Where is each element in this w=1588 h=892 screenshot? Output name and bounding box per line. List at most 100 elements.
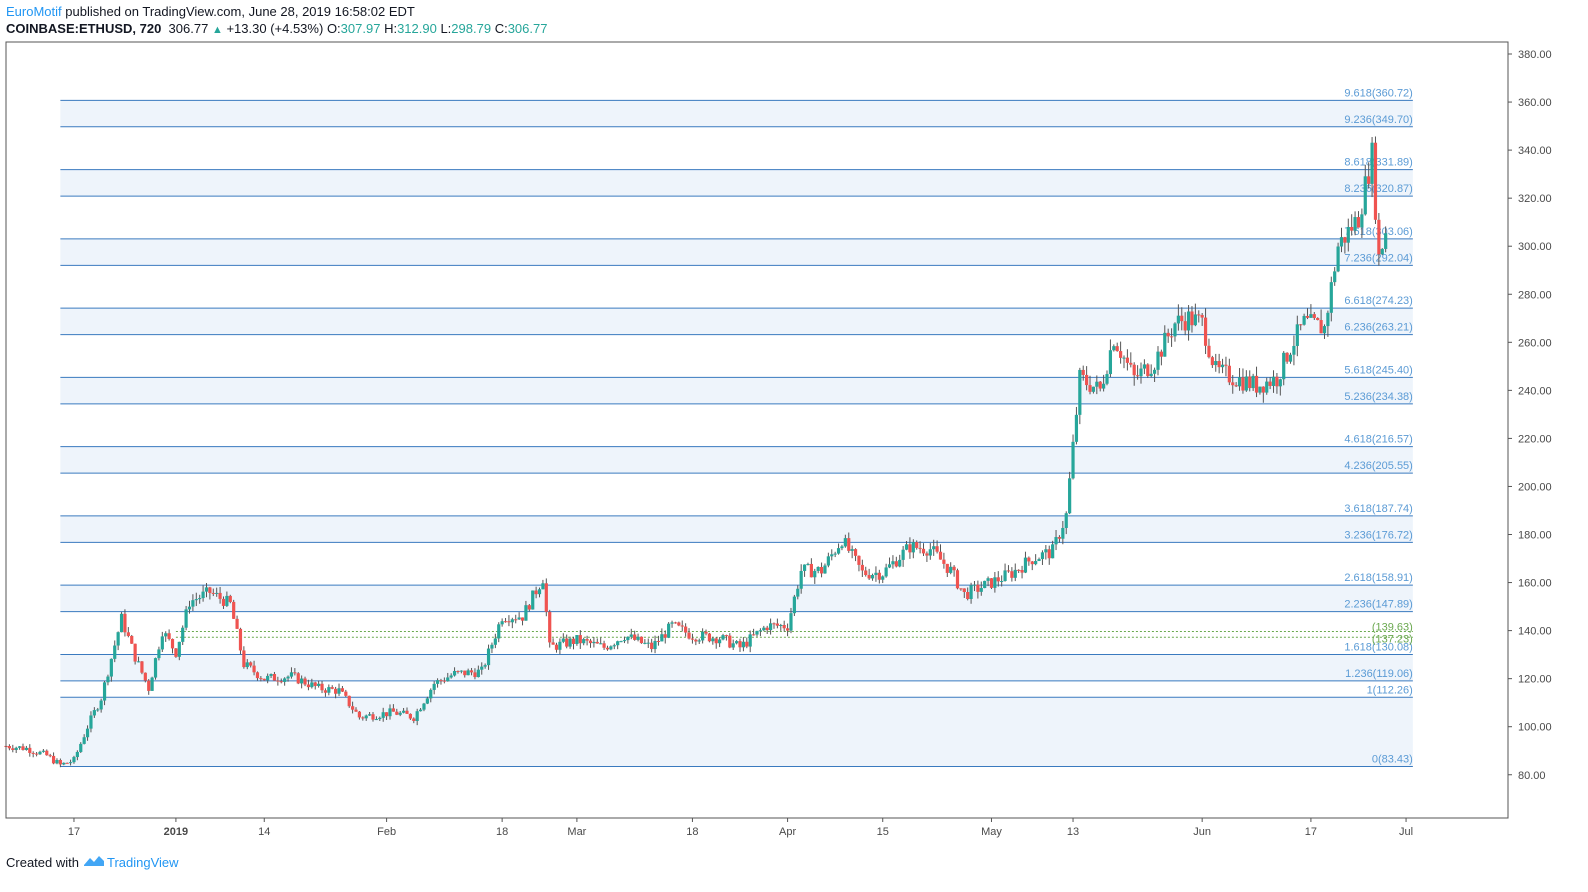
candle-body [554,644,559,650]
candle-body [690,638,695,640]
c-label: C: [494,21,508,36]
candle-body [1309,314,1313,318]
fib-band [60,585,1413,612]
price-chart[interactable]: 9.618(360.72) 9.236(349.70) 8.618(331.89) 8… [0,0,1588,850]
candle-body [408,713,412,719]
candle-body [531,590,535,610]
candle-body [789,613,793,631]
candle-body [1302,315,1306,325]
candle-body [1305,315,1310,318]
candle-body [503,621,508,623]
candle-body [140,661,144,673]
fib-level-label: 6.236(263.21) [1344,322,1413,334]
candle-body [1020,570,1024,573]
candle-body [925,553,929,556]
candle-body [1088,385,1092,392]
y-tick-label: 220.00 [1518,433,1552,445]
candle-body [1197,314,1201,316]
candle-body [466,670,470,676]
candle-body [1108,350,1113,375]
candle-body [660,634,664,642]
x-tick-label: 15 [877,826,889,838]
candle-body [677,622,681,626]
candle-body [758,630,762,632]
candle-body [1125,357,1130,363]
candle-body [1193,314,1197,326]
x-tick-label: 13 [1067,826,1079,838]
x-tick-label: Jul [1399,826,1413,838]
candle-body [755,630,759,635]
candle-body [809,563,813,578]
candle-body [673,622,678,624]
candle-body [449,675,453,678]
candle-body [1210,357,1214,366]
footer: Created with TradingView [6,855,179,870]
fib-band [60,515,1413,543]
candle-body [626,636,630,641]
green-level-label: (137.23) [1372,633,1413,645]
candle-body [575,635,579,644]
candle-body [1040,552,1045,560]
candle-body [1085,374,1089,386]
candle-body [48,755,52,757]
candle-body [378,717,382,720]
candle-body [792,596,796,614]
candle-body [772,623,776,625]
candle-body [1333,271,1337,283]
candle-body [1360,214,1364,228]
candle-body [1061,527,1065,539]
symbol-info: COINBASE:ETHUSD, 720 306.77 ▲ +13.30 (+4… [6,21,547,36]
candle-body [911,542,915,553]
candle-body [1356,217,1361,228]
candle-body [1095,381,1099,387]
candle-body [1275,376,1279,387]
author-link[interactable]: EuroMotif [6,4,62,19]
candle-body [157,649,161,659]
candle-body [724,635,729,637]
candle-body [1054,537,1058,545]
up-arrow-icon: ▲ [211,24,223,36]
candle-body [96,709,100,711]
candle-body [527,605,531,610]
price-axis[interactable]: 80.00 100.00 120.00 140.00 160.00 180.00 200.0… [1508,49,1552,782]
candle-body [334,688,338,694]
candle-body [313,682,317,686]
candle-body [113,645,117,659]
time-axis[interactable]: 17 2019 14 Feb 18 Mar 18 Apr 15 May 13 Jun 17 Jul [68,818,1413,838]
candle-body [41,750,45,752]
candle-body [493,638,497,645]
candle-body [1271,376,1276,386]
tradingview-logo-icon [83,855,105,870]
x-tick-label: Mar [567,826,586,838]
candle-body [89,715,93,729]
candle-body [874,572,878,576]
fib-band [60,446,1413,474]
candle-body [1254,375,1259,393]
x-tick-label: Feb [377,826,396,838]
candle-body [215,592,219,594]
candle-body [459,670,463,672]
candle-body [514,619,518,621]
candle-body [384,712,389,717]
candle-body [1203,317,1208,346]
candle-body [942,559,946,564]
candle-body [289,672,294,677]
tradingview-link[interactable]: TradingView [106,855,179,870]
candle-body [85,728,90,738]
candle-body [1139,368,1143,377]
fib-band [60,169,1413,197]
candle-body [904,544,909,550]
candle-body [680,625,684,627]
candle-body [398,712,402,715]
candle-body [374,719,379,721]
candle-body [181,627,185,642]
candle-body [565,638,569,647]
green-level-label: (139.63) [1372,621,1413,633]
candle-body [286,676,290,679]
candle-body [24,747,28,750]
candle-body [259,678,263,680]
fib-level-label: 9.236(349.70) [1344,114,1413,126]
candle-body [653,640,657,650]
candle-body [972,584,977,586]
y-tick-label: 80.00 [1518,770,1546,782]
